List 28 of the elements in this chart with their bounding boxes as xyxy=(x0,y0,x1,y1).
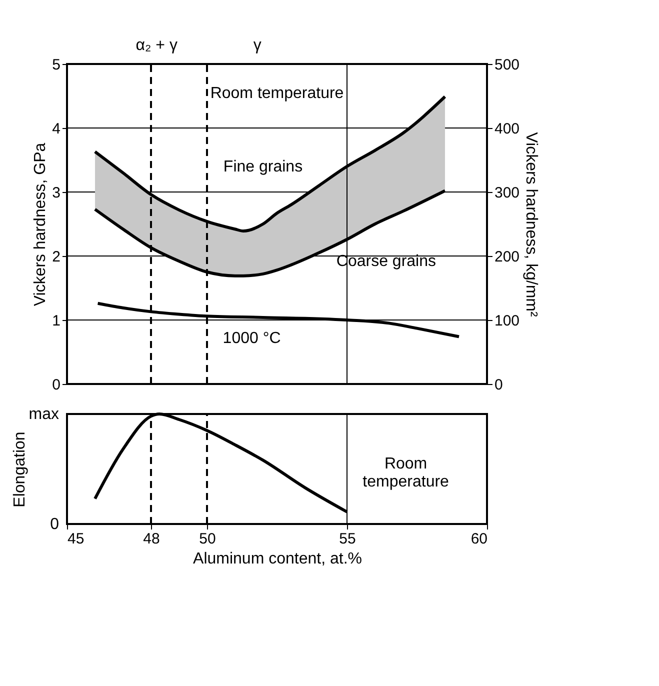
x-tick-label: 45 xyxy=(68,530,84,548)
y2-tick-label: 300 xyxy=(494,184,520,202)
y-axis-title: Elongation xyxy=(12,432,28,508)
y-axis-title: Vickers hardness, GPa xyxy=(32,142,50,306)
y2-tick-label: 0 xyxy=(494,376,503,394)
y-tick-label: 5 xyxy=(52,56,60,74)
x-tick-label: 60 xyxy=(470,530,488,548)
y-tick-label: 1 xyxy=(52,312,60,330)
annotation: Room temperature xyxy=(210,84,344,102)
y-tick-label: 3 xyxy=(52,184,60,202)
y2-tick-label: 200 xyxy=(494,248,520,266)
series-label: 1000 °C xyxy=(222,330,281,347)
series-label: Room temperature xyxy=(362,456,450,490)
x-tick-label: 55 xyxy=(339,530,356,548)
y2-tick-label: 100 xyxy=(494,312,520,330)
text: α₂ + γ xyxy=(136,36,178,54)
y-tick-label: 4 xyxy=(52,120,60,138)
y-tick-label: 2 xyxy=(52,248,60,266)
y2-tick-label: 500 xyxy=(494,56,520,74)
series-label: Fine grains xyxy=(223,158,303,176)
text: γ xyxy=(253,36,262,54)
y2-axis-title: Vickers hardness, kg/mm² xyxy=(522,132,540,318)
x-axis-title: Aluminum content, at.% xyxy=(193,550,362,568)
y2-tick-label: 400 xyxy=(494,120,520,138)
x-tick-label: 48 xyxy=(143,530,160,548)
x-tick-label: 50 xyxy=(199,530,216,548)
text: max xyxy=(28,406,59,423)
y-tick-label: 0 xyxy=(52,376,60,394)
